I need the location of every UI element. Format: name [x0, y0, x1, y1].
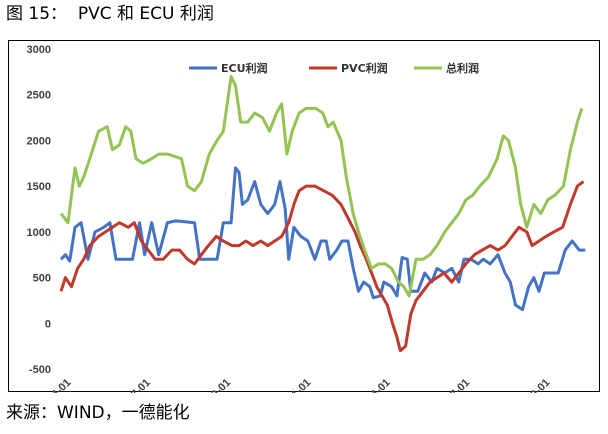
legend-label: PVC利润: [341, 61, 388, 75]
x-tick-label: 2019-04-01: [25, 377, 73, 393]
y-tick-label: 1500: [27, 181, 51, 193]
x-tick-label: 2020-10-01: [504, 377, 552, 393]
x-tick-label: 2020-07-01: [424, 377, 472, 393]
chart-frame: -500 0 500 1000 1500 2000 2500 3000 2019-04-01 20…: [8, 40, 600, 393]
legend-label: 总利润: [446, 61, 479, 75]
y-tick-label: 2000: [27, 135, 51, 147]
line-chart: -500 0 500 1000 1500 2000 2500 3000 2019-04-01 20…: [25, 44, 586, 393]
figure-source: 来源：WIND，一德能化: [6, 403, 190, 423]
legend-label: ECU利润: [221, 61, 268, 75]
series-line: [59, 74, 584, 298]
y-tick-label: 500: [33, 273, 51, 285]
x-tick-label: 2019-10-01: [185, 377, 233, 393]
x-tick-label: 2020-01-01: [265, 377, 313, 393]
series-line: [59, 180, 585, 353]
y-tick-label: 3000: [27, 44, 51, 56]
x-tick-label: 2019-07-01: [105, 377, 153, 393]
y-tick-label: 0: [45, 318, 51, 330]
x-tick-label: 2020-04-01: [345, 377, 393, 393]
y-tick-label: 1000: [27, 227, 51, 239]
y-tick-label: 2500: [27, 90, 51, 102]
figure-title: 图 15： PVC 和 ECU 利润: [6, 4, 214, 24]
series-line: [59, 166, 586, 312]
y-tick-label: -500: [29, 364, 51, 376]
